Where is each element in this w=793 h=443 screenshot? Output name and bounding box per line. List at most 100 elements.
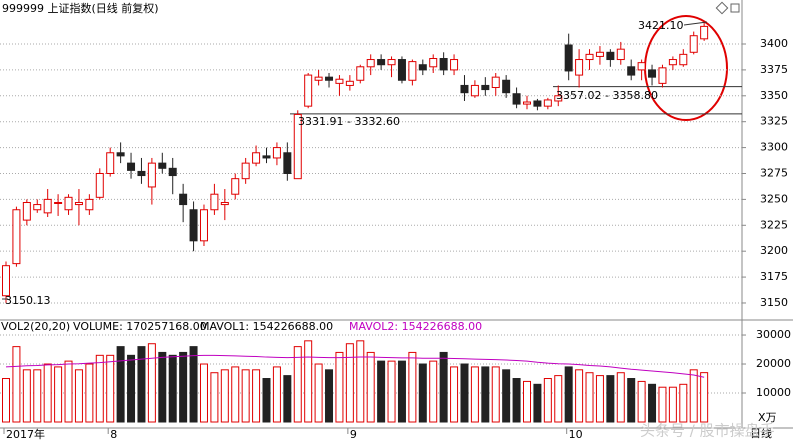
icon[interactable] [715,1,729,15]
candle-body [533,100,542,107]
volume-bar [606,375,615,423]
volume-bar [252,369,261,423]
volume-bar [106,354,115,423]
volume-bar [262,378,271,423]
volume-bar [314,363,323,423]
candle-body [356,66,365,81]
volume-bar [127,354,136,423]
volume-bar [595,375,604,423]
y-tick-label: 20000 [756,357,791,370]
candle-body [252,152,261,164]
candle-body [241,162,250,180]
y-tick-label: 3350 [760,89,788,102]
volume-bar [397,360,406,423]
candle-body [12,209,21,265]
candle-body [231,178,240,195]
volume-bar [179,351,188,423]
volume-bar [700,372,709,423]
volume-bar [283,375,292,423]
volume-bar [137,346,146,423]
volume-bar [220,369,229,423]
annotation: 3357.02 - 3358.80 [556,89,658,102]
candle-body [397,59,406,81]
volume-bar [158,351,167,423]
candle-body [554,95,563,102]
candle-body [616,48,625,61]
y-tick-label: 10000 [756,386,791,399]
candle-body [543,99,552,107]
annotation: 3331.91 - 3332.60 [298,115,400,128]
candle-body [439,58,448,71]
candle-body [668,59,677,66]
candle-body [700,25,709,40]
volume-bar [564,366,573,423]
volume-bar [658,386,667,423]
candle-body [325,76,334,81]
volume-bar [616,372,625,423]
volume-bar [335,351,344,423]
volume-header: VOLUME: 170257168.00 [73,320,207,333]
volume-bar [199,363,208,423]
volume-bar [523,380,531,423]
candle-body [418,64,427,71]
candle-body [502,79,511,94]
candle-body [262,155,271,159]
x-tick-label: 10 [569,428,583,441]
candle-body [179,193,188,206]
candle-body [116,152,125,157]
y-tick-label: 3175 [760,270,788,283]
y-tick-label: 3300 [760,141,788,154]
volume-bar [43,363,52,423]
volume-bar [502,369,511,423]
candle-body [366,59,375,68]
candle-body [595,51,604,57]
candle-body [575,59,584,76]
y-tick-label: 3225 [760,218,788,231]
candle-body [43,198,52,214]
candle-body [147,162,156,188]
candle-body [293,113,302,180]
icon[interactable] [730,3,740,13]
volume-bar [627,378,636,423]
volume-bar [2,378,10,423]
candle-body [127,162,136,171]
volume-bar [366,351,375,423]
candle-body [335,78,344,84]
volume-bar [272,366,281,423]
volume-bar [418,363,427,423]
volume-bar [585,372,594,423]
volume-bar [85,363,94,423]
volume-bar [408,351,417,423]
candle-body [137,170,146,177]
volume-bar [450,366,459,423]
y-tick-label: 3200 [760,244,788,257]
volume-bar [95,354,104,423]
ma-line [5,354,705,378]
volume-bar [241,369,250,423]
volume-bar [668,386,677,423]
y-tick-label: 3400 [760,37,788,50]
candle-body [272,147,281,159]
volume-bar [689,369,698,423]
candle-body [627,66,636,76]
volume-bar [637,380,646,423]
volume-bar [304,340,313,423]
y-tick-label: 30000 [756,328,791,341]
annotation-arrow [683,21,708,26]
candle-body [460,84,469,94]
candle-body [585,53,594,61]
candle-body [210,193,219,211]
candle-body [33,204,42,211]
volume-bar [377,360,386,423]
volume-bar [543,378,552,423]
annotation: 3421.10 [638,19,684,32]
volume-bar [22,369,31,423]
volume-bar [533,383,542,423]
volume-bar [387,360,396,423]
volume-bar [491,366,500,423]
candle-body [189,209,198,242]
volume-bar [325,369,334,423]
x-tick-label: 8 [110,428,117,441]
volume-bar [168,354,177,423]
